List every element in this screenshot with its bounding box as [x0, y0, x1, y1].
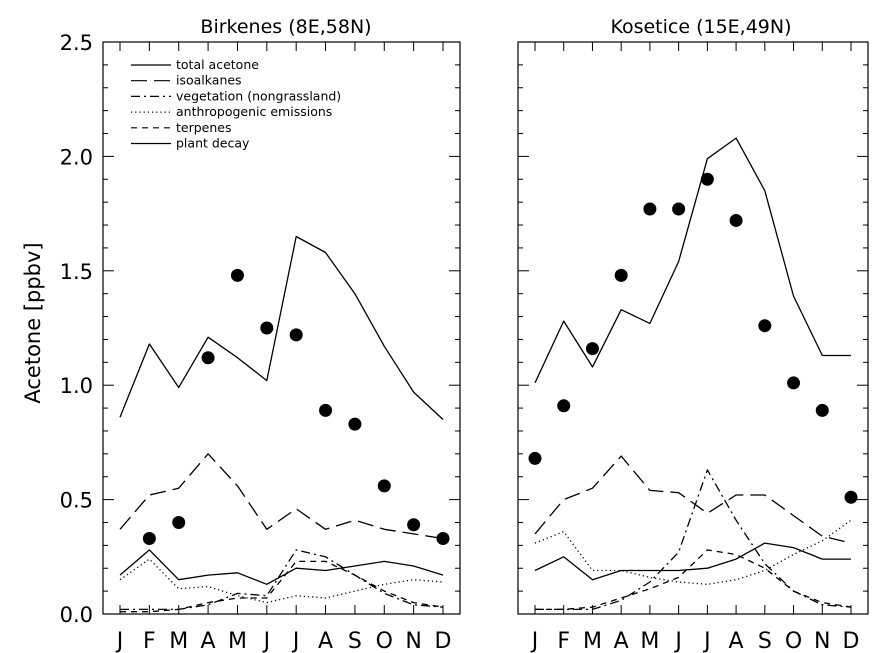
observation-point	[700, 172, 714, 186]
observation-point	[528, 451, 542, 465]
y-tick-label: 0.5	[60, 489, 93, 513]
observation-point	[614, 268, 628, 282]
observation-point	[758, 319, 772, 333]
panel-birkenes: Birkenes (8E,58N) J F M A M J J A S O N D0.00.51.01…	[60, 16, 461, 653]
panel-title: Birkenes (8E,58N)	[200, 16, 371, 38]
x-tick-label: O	[376, 629, 393, 653]
x-tick-label: F	[143, 629, 156, 653]
observation-point	[643, 202, 657, 216]
observation-point	[436, 531, 450, 545]
observation-point	[672, 202, 686, 216]
x-tick-label: S	[758, 629, 772, 653]
observation-point	[377, 479, 391, 493]
y-tick-label: 0.0	[60, 603, 93, 627]
observation-point	[142, 531, 156, 545]
x-tick-label: A	[201, 629, 216, 653]
legend-label: plant decay	[176, 136, 250, 151]
y-axis-label: Acetone [ppbv]	[21, 242, 45, 403]
x-tick-label: F	[557, 629, 570, 653]
x-tick-label: M	[228, 629, 247, 653]
observation-point	[407, 518, 421, 532]
series-line-total	[534, 137, 851, 384]
observation-point	[172, 515, 186, 529]
x-tick-label: D	[435, 629, 452, 653]
x-tick-label: A	[729, 629, 744, 653]
observation-point	[557, 399, 571, 413]
x-tick-label: J	[673, 629, 682, 653]
series-line-isoalkanes	[534, 455, 852, 544]
x-tick-label: N	[814, 629, 830, 653]
observation-point	[289, 328, 303, 342]
observation-point	[201, 351, 215, 365]
y-tick-label: 1.0	[60, 374, 93, 398]
series-line-vegetation	[120, 549, 444, 611]
panel-title: Kosetice (15E,49N)	[610, 16, 791, 38]
series-line-plant	[534, 542, 851, 581]
observation-point	[787, 376, 801, 390]
y-tick-label: 2.0	[60, 145, 93, 169]
x-tick-label: M	[640, 629, 659, 653]
legend-label: isoalkanes	[176, 73, 242, 88]
observation-point	[844, 490, 858, 504]
series-line-isoalkanes	[119, 453, 444, 540]
y-tick-label: 2.5	[60, 31, 93, 55]
observation-point	[348, 417, 362, 431]
x-tick-label: M	[169, 629, 188, 653]
y-tick-label: 1.5	[60, 260, 93, 284]
series-line-anthropogenic	[119, 558, 444, 604]
legend-label: anthropogenic emissions	[176, 104, 332, 119]
legend-label: terpenes	[176, 120, 231, 135]
x-tick-label: S	[348, 629, 362, 653]
series-line-terpenes	[535, 549, 852, 611]
x-tick-label: A	[318, 629, 333, 653]
plot-frame	[517, 41, 869, 615]
observation-point	[729, 213, 743, 227]
x-tick-label: J	[702, 629, 711, 653]
observation-point	[260, 321, 274, 335]
x-tick-label: J	[530, 629, 539, 653]
x-tick-label: O	[785, 629, 802, 653]
x-tick-label: J	[291, 629, 300, 653]
observation-point	[230, 268, 244, 282]
series-line-plant	[119, 549, 444, 585]
plot-frame	[102, 41, 461, 615]
observation-point	[815, 403, 829, 417]
series-line-vegetation	[535, 469, 852, 611]
x-tick-label: J	[262, 629, 271, 653]
series-line-total	[119, 235, 444, 420]
x-tick-label: D	[843, 629, 860, 653]
legend-label: total acetone	[176, 57, 259, 72]
observation-point	[319, 403, 333, 417]
x-tick-label: J	[115, 629, 124, 653]
observation-point	[585, 342, 599, 356]
x-tick-label: M	[583, 629, 602, 653]
series-line-anthropogenic	[534, 519, 852, 585]
x-tick-label: N	[405, 629, 421, 653]
x-tick-label: A	[614, 629, 629, 653]
legend-label: vegetation (nongrassland)	[176, 88, 341, 103]
